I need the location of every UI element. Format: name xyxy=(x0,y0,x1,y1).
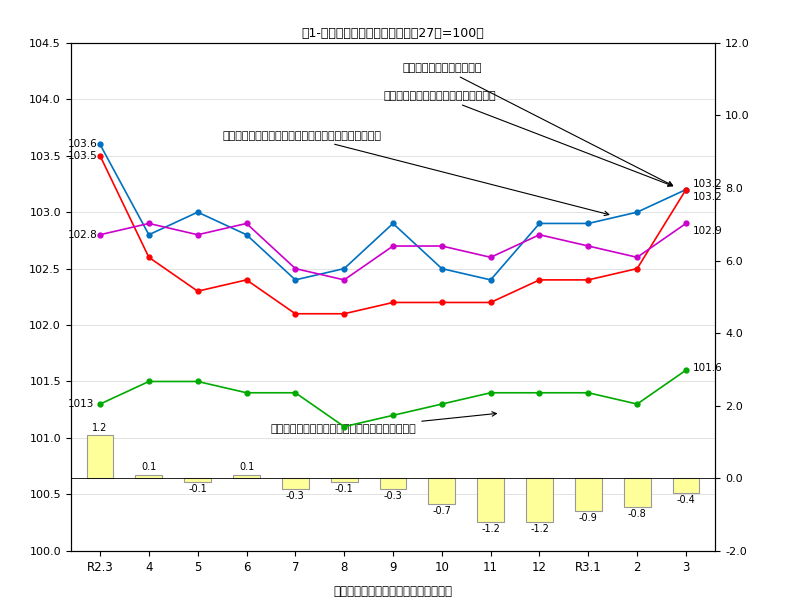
Text: 【紫】生鮮食品及びエネルギーを除く総合（左目盛）: 【紫】生鮮食品及びエネルギーを除く総合（左目盛） xyxy=(222,131,609,215)
Text: 【青】総合指数（左目盛）: 【青】総合指数（左目盛） xyxy=(402,63,673,185)
Text: 0.1: 0.1 xyxy=(141,463,156,472)
Text: 103.2: 103.2 xyxy=(693,179,723,189)
Bar xyxy=(135,475,162,478)
Bar xyxy=(673,478,700,493)
Text: -1.2: -1.2 xyxy=(530,524,549,534)
Bar xyxy=(526,478,553,522)
Text: 103.5: 103.5 xyxy=(68,151,98,161)
Bar xyxy=(184,478,211,482)
Text: -0.1: -0.1 xyxy=(189,484,207,494)
Text: -0.3: -0.3 xyxy=(286,491,305,501)
Text: -0.8: -0.8 xyxy=(628,509,647,520)
Bar xyxy=(624,478,651,507)
Text: 1013: 1013 xyxy=(68,399,94,409)
Text: -0.9: -0.9 xyxy=(579,513,597,523)
Text: -0.4: -0.4 xyxy=(677,495,696,505)
X-axis label: 総合指数対前年同月上昇率（右目盛）: 総合指数対前年同月上昇率（右目盛） xyxy=(333,584,453,598)
Bar xyxy=(233,475,260,478)
Text: 103.2: 103.2 xyxy=(693,192,723,202)
Text: 102.8: 102.8 xyxy=(68,230,98,240)
Text: 【緑】食料及びエネルギーを除く総合（左目盛）: 【緑】食料及びエネルギーを除く総合（左目盛） xyxy=(271,412,497,435)
Text: 【赤】生鮮食品を除く総合（左目盛）: 【赤】生鮮食品を除く総合（左目盛） xyxy=(384,91,673,187)
Text: 101.6: 101.6 xyxy=(693,363,723,373)
Text: -0.7: -0.7 xyxy=(432,506,451,516)
Bar xyxy=(428,478,455,504)
Bar xyxy=(575,478,602,511)
Bar xyxy=(86,435,113,478)
Text: 102.9: 102.9 xyxy=(693,226,723,236)
Title: 図1-消費者物価指数の推移（平成27年=100）: 図1-消費者物価指数の推移（平成27年=100） xyxy=(302,28,484,40)
Text: 0.1: 0.1 xyxy=(239,463,254,472)
Text: -1.2: -1.2 xyxy=(481,524,500,534)
Text: 1.2: 1.2 xyxy=(92,422,108,433)
Bar xyxy=(282,478,309,489)
Text: -0.1: -0.1 xyxy=(335,484,354,494)
Bar xyxy=(380,478,406,489)
Bar xyxy=(477,478,504,522)
Text: -0.3: -0.3 xyxy=(384,491,402,501)
Bar xyxy=(331,478,358,482)
Text: 103.6: 103.6 xyxy=(68,140,98,149)
